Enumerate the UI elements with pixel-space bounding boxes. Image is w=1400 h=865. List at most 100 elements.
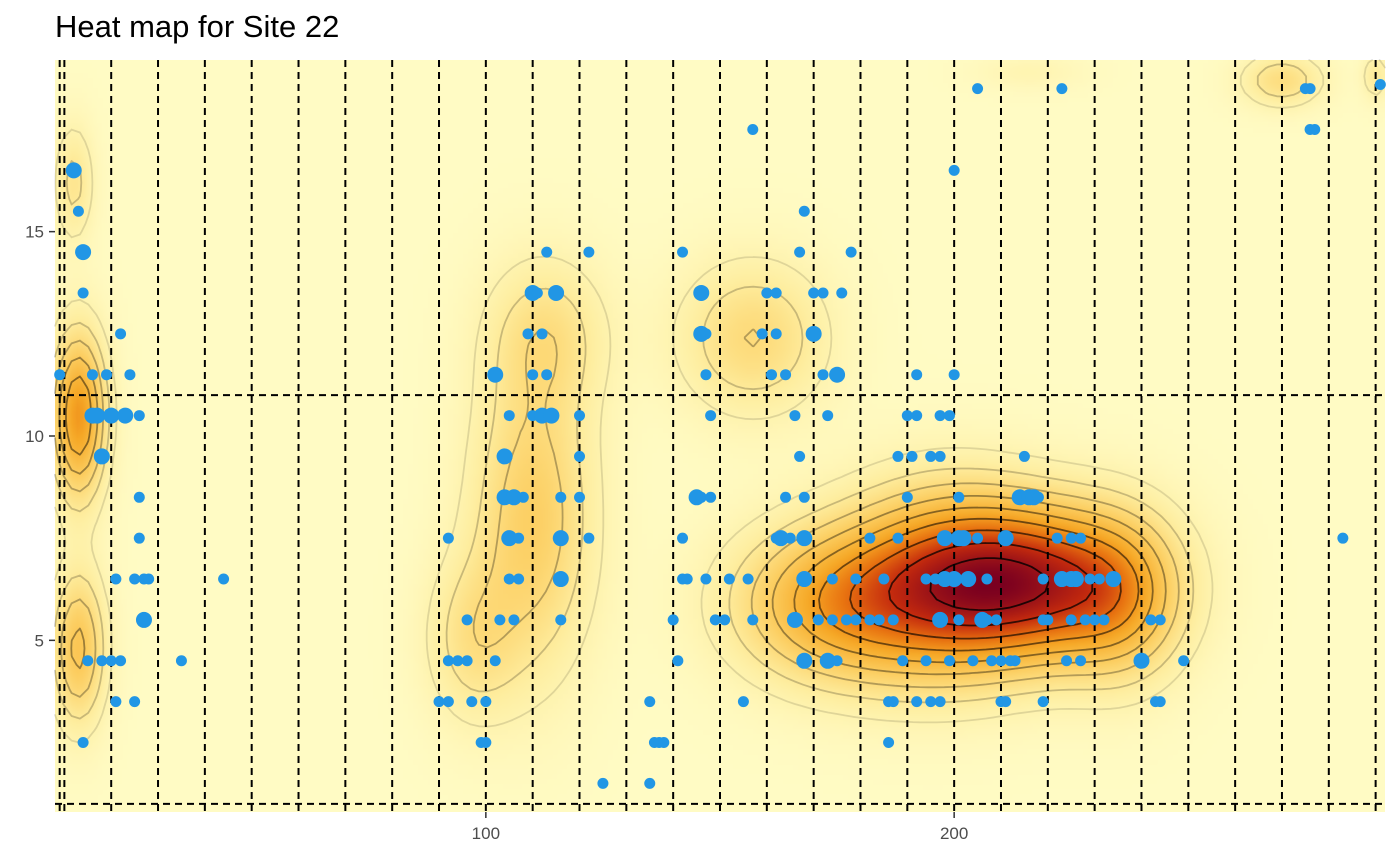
data-point	[911, 369, 923, 381]
data-point	[700, 328, 712, 340]
data-point	[494, 614, 506, 626]
data-point	[819, 652, 836, 669]
data-point	[953, 614, 965, 626]
data-point	[873, 614, 885, 626]
data-point	[552, 530, 569, 547]
data-point	[508, 614, 520, 626]
data-point	[65, 162, 82, 179]
data-point	[513, 573, 525, 585]
data-point	[796, 530, 813, 547]
data-point	[143, 573, 155, 585]
data-point	[817, 369, 829, 381]
data-point	[826, 614, 838, 626]
data-point	[110, 696, 122, 708]
y-tick-label: 5	[35, 631, 44, 650]
data-point	[920, 573, 932, 585]
data-point	[887, 614, 899, 626]
data-point	[466, 696, 478, 708]
data-point	[737, 696, 749, 708]
data-point	[135, 611, 152, 628]
data-point	[75, 244, 92, 261]
data-point	[672, 655, 684, 667]
data-point	[695, 491, 707, 503]
data-point	[850, 573, 862, 585]
data-point	[780, 491, 792, 503]
data-point	[1037, 573, 1049, 585]
data-point	[920, 655, 932, 667]
data-point	[110, 573, 122, 585]
data-point	[1178, 655, 1190, 667]
data-point	[883, 737, 895, 749]
data-point	[995, 655, 1007, 667]
data-point	[1037, 696, 1049, 708]
data-point	[784, 532, 796, 544]
data-point	[583, 532, 595, 544]
data-point	[536, 328, 548, 340]
data-point	[897, 655, 909, 667]
data-point	[925, 696, 937, 708]
data-point	[480, 737, 492, 749]
data-point	[496, 448, 513, 465]
data-point	[480, 696, 492, 708]
data-point	[72, 205, 84, 217]
data-point	[89, 407, 106, 424]
data-point	[489, 655, 501, 667]
plot-panel	[54, 59, 1386, 812]
data-point	[948, 369, 960, 381]
data-point	[1042, 614, 1054, 626]
data-point	[667, 614, 679, 626]
data-point	[124, 369, 136, 381]
data-point	[115, 655, 127, 667]
data-point	[756, 328, 768, 340]
data-point	[597, 777, 609, 789]
data-point	[105, 655, 117, 667]
data-point	[86, 369, 98, 381]
data-point	[543, 407, 560, 424]
data-point	[133, 491, 145, 503]
data-point	[548, 284, 565, 301]
data-point	[681, 573, 693, 585]
data-point	[986, 655, 998, 667]
data-point	[700, 573, 712, 585]
data-point	[1098, 614, 1110, 626]
data-point	[1009, 655, 1021, 667]
data-point	[461, 655, 473, 667]
data-point	[794, 450, 806, 462]
data-point	[1084, 573, 1096, 585]
data-point	[133, 532, 145, 544]
data-point	[54, 369, 66, 381]
data-point	[826, 573, 838, 585]
data-point	[93, 448, 110, 465]
data-point	[82, 655, 94, 667]
data-point	[101, 369, 113, 381]
data-point	[812, 614, 824, 626]
data-point	[723, 573, 735, 585]
reference-lines	[55, 60, 1385, 812]
data-point	[990, 614, 1002, 626]
data-point	[796, 571, 813, 588]
data-point	[747, 614, 759, 626]
data-point	[709, 614, 721, 626]
y-tick-label: 15	[25, 223, 44, 242]
data-point	[103, 407, 120, 424]
data-point	[901, 410, 913, 422]
data-point	[911, 696, 923, 708]
x-tick-label: 200	[940, 824, 968, 843]
data-point	[892, 532, 904, 544]
data-point	[972, 83, 984, 95]
data-point	[541, 246, 553, 258]
chart-title: Heat map for Site 22	[55, 9, 340, 44]
data-point	[1133, 652, 1150, 669]
data-point	[705, 410, 717, 422]
data-point	[1105, 571, 1122, 588]
data-point	[798, 205, 810, 217]
data-point	[817, 287, 829, 299]
data-point	[461, 614, 473, 626]
data-point	[541, 369, 553, 381]
data-point	[487, 366, 504, 383]
data-point	[658, 737, 670, 749]
data-point	[522, 328, 534, 340]
data-point	[1061, 655, 1073, 667]
data-point	[175, 655, 187, 667]
